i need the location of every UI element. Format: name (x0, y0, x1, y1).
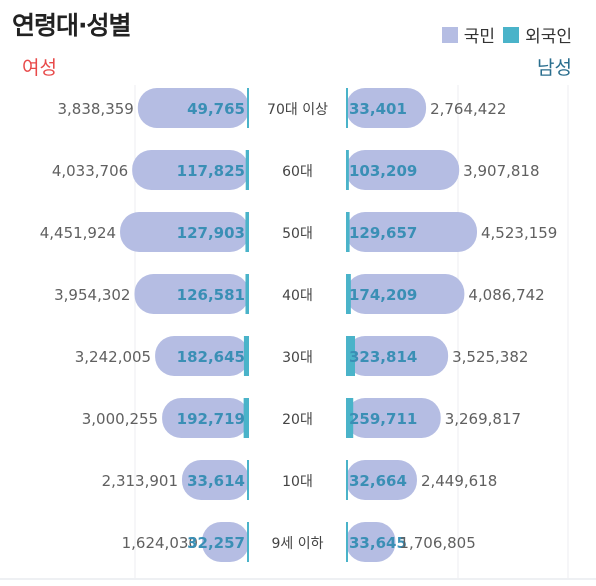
legend: 국민 외국인 (441, 22, 572, 47)
bar-female-citizen (155, 336, 249, 376)
label-female-foreigner: 192,719 (177, 410, 245, 428)
label-female-citizen: 2,313,901 (102, 472, 178, 490)
bar-female-foreigner (245, 212, 249, 252)
legend-label-foreigner: 외국인 (525, 27, 572, 47)
legend-swatch-foreigner (503, 26, 520, 43)
label-female-citizen: 1,624,030 (122, 534, 198, 552)
bar-female-foreigner (247, 522, 249, 562)
label-male-citizen: 3,525,382 (452, 348, 528, 366)
label-male-foreigner: 259,711 (349, 410, 417, 428)
bar-female-citizen (201, 522, 249, 562)
bar-female-citizen (162, 398, 249, 438)
bar-male-foreigner (346, 460, 348, 500)
category-label: 20대 (282, 412, 313, 428)
category-label: 10대 (282, 474, 313, 490)
label-male-citizen: 2,449,618 (421, 472, 497, 490)
label-female-citizen: 3,242,005 (75, 348, 151, 366)
label-male-foreigner: 32,664 (349, 472, 407, 490)
label-female-foreigner: 33,614 (187, 472, 245, 490)
legend-label-citizen: 국민 (463, 27, 496, 47)
bar-male-citizen (346, 274, 465, 314)
bar-male-foreigner (346, 522, 348, 562)
label-female-foreigner: 182,645 (177, 348, 245, 366)
legend-swatch-citizen (441, 26, 458, 43)
label-male-foreigner: 174,209 (349, 286, 417, 304)
label-male-foreigner: 129,657 (349, 224, 417, 242)
bar-female-foreigner (247, 460, 249, 500)
label-female-citizen: 4,451,924 (40, 224, 116, 242)
bar-male-foreigner (346, 398, 354, 438)
bar-female-citizen (134, 274, 249, 314)
label-male-citizen: 4,523,159 (481, 224, 557, 242)
category-label: 50대 (282, 226, 313, 242)
bar-male-citizen (346, 398, 441, 438)
bar-male-citizen (346, 336, 449, 376)
label-female-citizen: 3,838,359 (57, 100, 133, 118)
label-male-foreigner: 33,401 (349, 100, 407, 118)
bar-male-foreigner (346, 88, 348, 128)
bar-female-foreigner (243, 398, 249, 438)
label-male-foreigner: 33,645 (349, 534, 407, 552)
female-side-label: 여성 (22, 57, 57, 79)
label-male-citizen: 3,907,818 (463, 162, 539, 180)
bar-female-citizen (137, 88, 249, 128)
category-label: 9세 이하 (272, 536, 324, 552)
label-female-foreigner: 126,581 (177, 286, 245, 304)
label-male-citizen: 1,706,805 (399, 534, 475, 552)
bottom-divider (0, 578, 596, 580)
bar-female-citizen (132, 150, 249, 190)
label-male-citizen: 3,269,817 (445, 410, 521, 428)
bar-female-foreigner (245, 274, 249, 314)
category-label: 40대 (282, 288, 313, 304)
label-male-foreigner: 323,814 (349, 348, 417, 366)
bar-male-citizen (346, 522, 396, 562)
bar-male-citizen (346, 212, 477, 252)
label-female-foreigner: 127,903 (177, 224, 245, 242)
bar-female-citizen (120, 212, 249, 252)
bar-male-foreigner (346, 336, 355, 376)
label-male-citizen: 2,764,422 (430, 100, 506, 118)
label-male-foreigner: 103,209 (349, 162, 417, 180)
male-side-label: 남성 (537, 57, 572, 79)
bar-female-citizen (181, 460, 249, 500)
chart-title: 연령대·성별 (12, 11, 131, 40)
label-female-foreigner: 32,257 (187, 534, 245, 552)
bar-female-foreigner (243, 336, 249, 376)
bar-male-citizen (346, 88, 427, 128)
bar-male-foreigner (346, 274, 351, 314)
label-female-citizen: 3,000,255 (82, 410, 158, 428)
category-label: 60대 (282, 164, 313, 180)
label-female-foreigner: 117,825 (177, 162, 245, 180)
bar-male-citizen (346, 150, 460, 190)
label-female-foreigner: 49,765 (187, 100, 245, 118)
bar-female-foreigner (245, 150, 249, 190)
category-label: 70대 이상 (267, 102, 328, 118)
label-male-citizen: 4,086,742 (468, 286, 544, 304)
label-female-citizen: 4,033,706 (52, 162, 128, 180)
bar-male-citizen (346, 460, 417, 500)
bar-male-foreigner (346, 150, 349, 190)
label-female-citizen: 3,954,302 (54, 286, 130, 304)
bar-male-foreigner (346, 212, 350, 252)
bar-female-foreigner (247, 88, 249, 128)
category-label: 30대 (282, 350, 313, 366)
